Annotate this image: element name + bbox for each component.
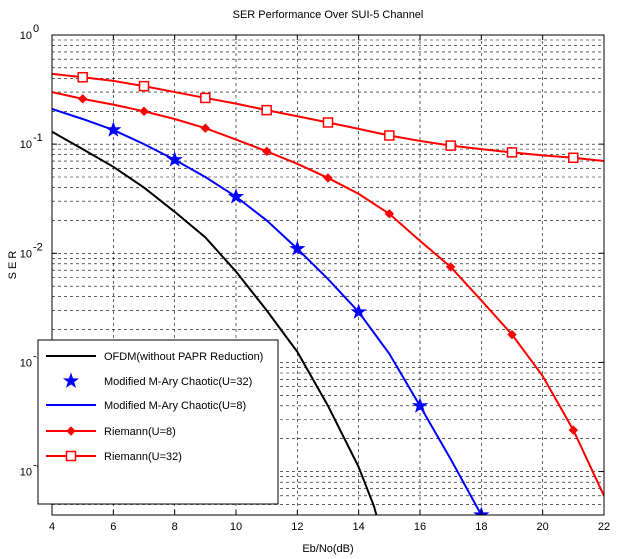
data-point-diamond bbox=[139, 106, 149, 116]
data-point-square bbox=[384, 130, 395, 141]
y-tick-exponent: -2 bbox=[33, 241, 43, 253]
legend-marker bbox=[66, 426, 76, 436]
x-tick-label: 4 bbox=[49, 521, 55, 533]
x-tick-label: 10 bbox=[230, 521, 242, 533]
legend-label: Riemann(U=32) bbox=[104, 451, 182, 463]
y-tick-label: 10 bbox=[20, 467, 32, 479]
data-point-diamond bbox=[507, 329, 517, 340]
data-point-diamond bbox=[568, 425, 579, 435]
data-point-square bbox=[77, 72, 88, 83]
data-point-square bbox=[568, 152, 579, 164]
x-tick-label: 8 bbox=[172, 521, 178, 533]
x-tick-label: 16 bbox=[414, 521, 426, 533]
y-tick-exponent: 0 bbox=[33, 23, 39, 35]
x-axis-label: Eb/No(dB) bbox=[302, 543, 353, 555]
legend-label: Modified M-Ary Chaotic(U=8) bbox=[104, 400, 246, 412]
x-tick-label: 12 bbox=[291, 521, 303, 533]
y-tick-label: 10 bbox=[20, 139, 32, 151]
x-tick-label: 22 bbox=[598, 521, 610, 533]
legend-label: OFDM(without PAPR Reduction) bbox=[104, 351, 263, 363]
data-point-square bbox=[445, 140, 456, 151]
legend-item: OFDM(without PAPR Reduction) bbox=[46, 351, 263, 363]
x-tick-label: 18 bbox=[475, 521, 487, 533]
series-layer bbox=[52, 72, 604, 515]
data-point-square bbox=[200, 92, 211, 104]
legend-item: Riemann(U=8) bbox=[46, 426, 176, 438]
data-point-diamond bbox=[200, 123, 211, 133]
data-point-square bbox=[506, 147, 518, 158]
data-point-diamond bbox=[384, 209, 395, 219]
series-2 bbox=[52, 108, 483, 515]
data-point-diamond bbox=[261, 146, 272, 156]
series-line bbox=[52, 108, 483, 515]
y-tick-exponent: -1 bbox=[33, 132, 43, 144]
data-point-diamond bbox=[445, 262, 456, 272]
data-point-square bbox=[138, 80, 150, 92]
legend-box bbox=[37, 339, 279, 505]
y-tick-label: 10 bbox=[20, 248, 32, 260]
legend: OFDM(without PAPR Reduction) Modified M-A… bbox=[37, 339, 279, 505]
x-tick-label: 20 bbox=[537, 521, 549, 533]
data-point-square bbox=[261, 104, 272, 116]
series-4 bbox=[52, 72, 604, 164]
legend-marker bbox=[62, 372, 80, 388]
legend-item: Modified M-Ary Chaotic(U=32) bbox=[62, 372, 252, 388]
y-tick-label: 10 bbox=[20, 30, 32, 42]
series-3 bbox=[52, 91, 604, 497]
legend-label: Riemann(U=8) bbox=[104, 426, 176, 438]
y-tick-label: 10 bbox=[20, 357, 32, 369]
plot-frame bbox=[51, 34, 605, 516]
series-0 bbox=[52, 130, 378, 515]
legend-label: Modified M-Ary Chaotic(U=32) bbox=[104, 376, 252, 388]
x-tick-label: 6 bbox=[110, 521, 116, 533]
y-axis-label: S E R bbox=[7, 251, 19, 280]
data-point-diamond bbox=[323, 173, 333, 183]
x-tick-label: 14 bbox=[353, 521, 365, 533]
axes-layer bbox=[51, 34, 605, 516]
legend-item: Riemann(U=32) bbox=[46, 450, 182, 463]
chart-title: SER Performance Over SUI-5 Channel bbox=[233, 9, 424, 21]
legend-marker bbox=[65, 450, 77, 462]
data-point-square bbox=[322, 117, 334, 128]
legend-item: Modified M-Ary Chaotic(U=8) bbox=[46, 400, 246, 412]
series-line bbox=[52, 130, 378, 515]
data-point-diamond bbox=[77, 94, 88, 104]
